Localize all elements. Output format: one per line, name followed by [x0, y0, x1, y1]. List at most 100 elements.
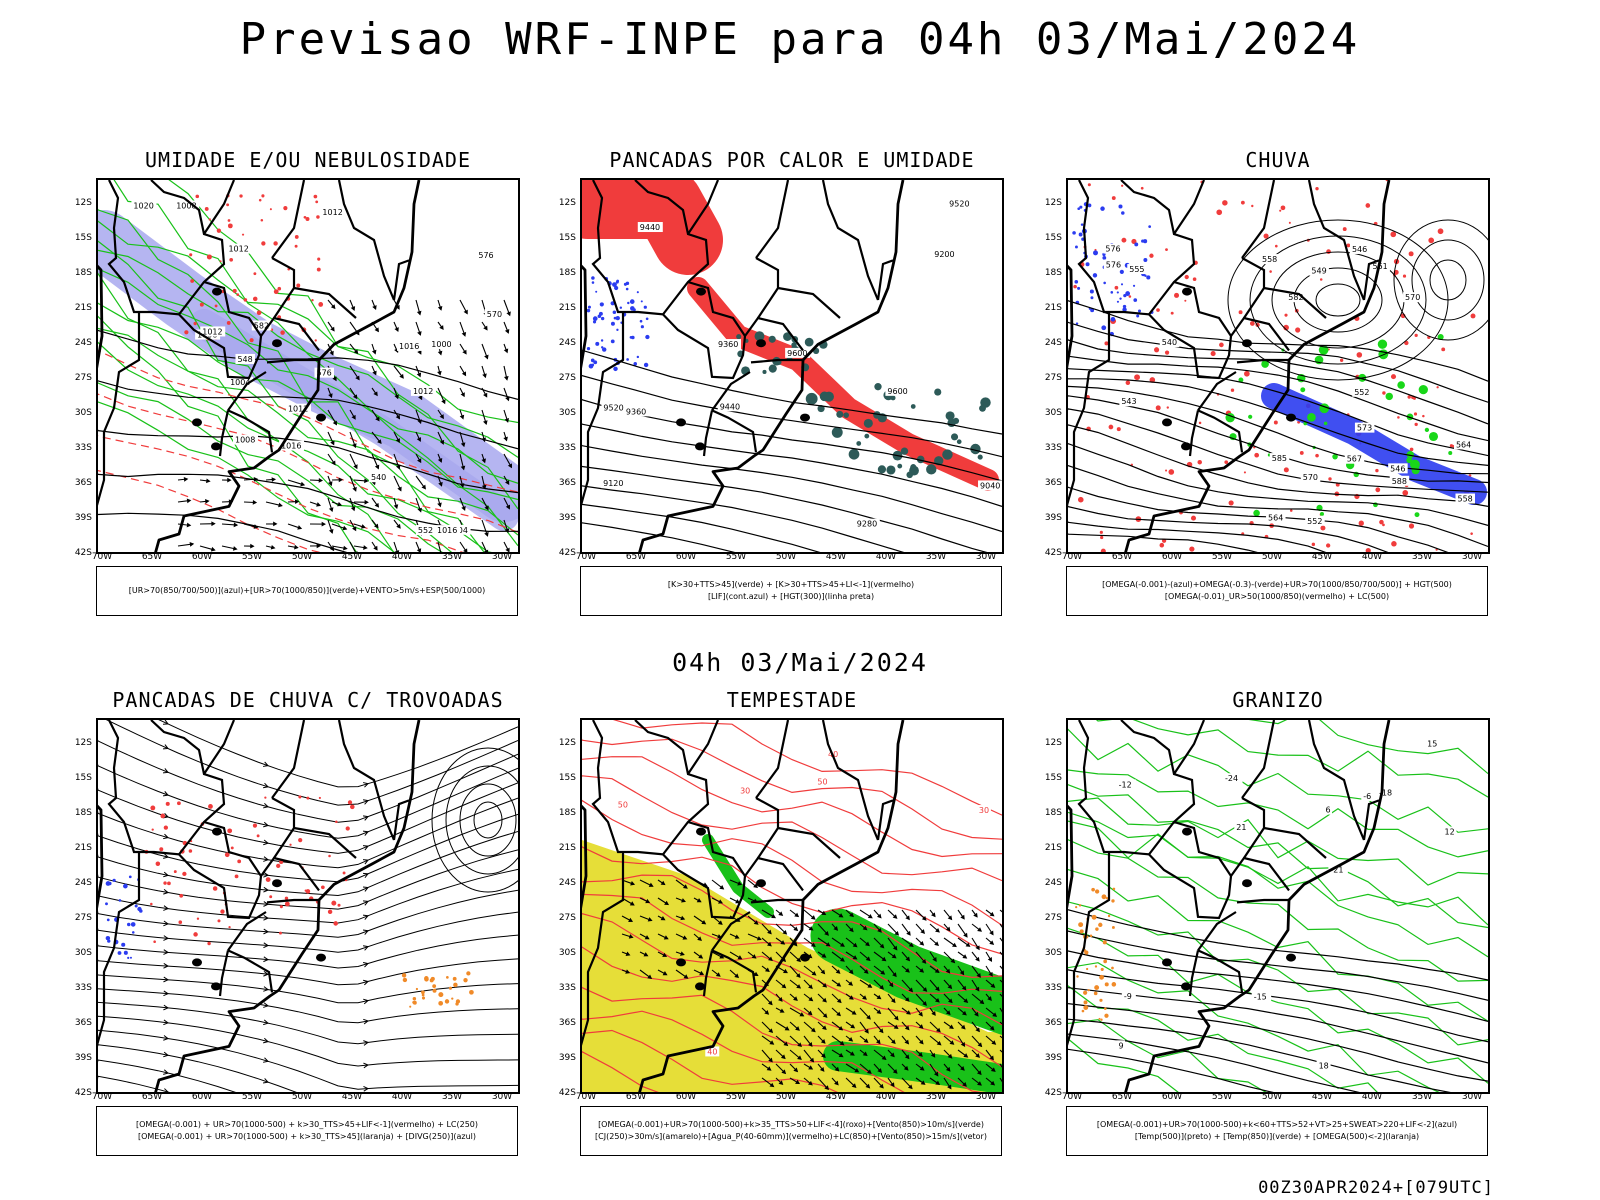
contour-label: 570: [487, 310, 502, 319]
panel-legend: [OMEGA(-0.001) + UR>70(1000-500) + k>30_…: [96, 1106, 518, 1156]
lake-marker: [211, 442, 221, 451]
map-canvas: 18 21 12 15 9 6 -6 -9 -12 -15 -18 -21 -24: [1068, 720, 1488, 1092]
lon-tick-label: 40W: [391, 552, 413, 562]
panel-title: CHUVA: [1245, 148, 1311, 172]
lat-tick-label: 39S: [74, 1053, 92, 1063]
lon-tick-label: 70W: [575, 552, 597, 562]
country-borders: [98, 180, 410, 506]
lat-tick-label: 33S: [1044, 443, 1062, 453]
country-borders: [582, 720, 894, 1046]
lon-tick-label: 55W: [1211, 552, 1233, 562]
contour-label: 1012: [202, 327, 222, 336]
panel-legend: [K>30+TTS>45](verde) + [K>30+TTS>45+LI<-…: [580, 566, 1002, 616]
lifted-index-contours: [586, 276, 650, 372]
lat-tick-label: 18S: [558, 808, 576, 818]
lat-tick-label: 12S: [74, 738, 92, 748]
panel-legend: [OMEGA(-0.001)+UR>70(1000-500)+k<60+TTS>…: [1066, 1106, 1488, 1156]
lat-tick-label: 33S: [1044, 983, 1062, 993]
lat-tick-label: 30S: [74, 948, 92, 958]
divergence-cells: [105, 875, 143, 960]
forecast-time-label: 04h 03/Mai/2024: [672, 648, 928, 677]
map-canvas: 1012100810081012100410121016100410081016…: [98, 180, 518, 552]
lake-marker: [695, 442, 705, 451]
lat-tick-label: 21S: [558, 843, 576, 853]
contour-label: 546: [1352, 245, 1367, 254]
contour-label: 9520: [603, 404, 623, 413]
contour-label: 576: [478, 251, 493, 260]
contour-label: 1000: [431, 340, 451, 349]
contour-label: 1020: [133, 201, 153, 210]
rain-red-cells: [1073, 180, 1476, 552]
map-canvas: 582 588 576 570 564 558 552 546 540 543 546 549 552 5…: [1068, 180, 1488, 552]
contour-label: 30: [740, 786, 750, 795]
lat-tick-label: 39S: [558, 1053, 576, 1063]
contour-label: 582: [1288, 293, 1303, 302]
contour-label: 15: [1427, 739, 1437, 748]
coastline: [582, 180, 905, 552]
lat-tick-label: 33S: [74, 983, 92, 993]
lake-marker: [316, 953, 326, 962]
map-panel-tempestade: TEMPESTADE 50 40 30 30 40 50 12S 15S 18S 21S 24S 27S…: [540, 688, 1040, 1178]
contour-labels: 1012100810081012100410121016100410081016…: [131, 200, 505, 536]
lon-tick-label: 60W: [1161, 552, 1183, 562]
lon-tick-label: 65W: [1111, 1092, 1133, 1102]
contour-label: 576: [1105, 245, 1120, 254]
lon-tick-label: 65W: [141, 1092, 163, 1102]
lon-tick-label: 50W: [1261, 552, 1283, 562]
contour-label: 50: [817, 777, 827, 786]
panel-title: TEMPESTADE: [726, 688, 858, 712]
map-canvas: [98, 720, 518, 1092]
contour-label: 1016: [281, 442, 301, 451]
contour-label: 588: [1392, 477, 1407, 486]
legend-line: [OMEGA(-0.001)+UR>70(1000-500)+k>35_TTS>…: [598, 1120, 984, 1129]
lon-tick-label: 30W: [1461, 1092, 1483, 1102]
lat-tick-label: 15S: [1044, 233, 1062, 243]
wind-vectors: [177, 476, 369, 552]
lat-tick-label: 27S: [558, 913, 576, 923]
legend-line: [OMEGA(-0.001)-(azul)+OMEGA(-0.3)-(verde…: [1102, 580, 1452, 589]
lon-tick-label: 45W: [341, 552, 363, 562]
lat-tick-label: 21S: [1044, 843, 1062, 853]
lon-tick-label: 65W: [625, 1092, 647, 1102]
lat-tick-label: 36S: [1044, 478, 1062, 488]
contour-label: 9360: [718, 340, 738, 349]
lat-tick-label: 27S: [1044, 913, 1062, 923]
lat-tick-label: 24S: [558, 878, 576, 888]
lon-tick-label: 30W: [491, 552, 513, 562]
shaded-area: [687, 277, 999, 491]
lat-tick-label: 30S: [1044, 948, 1062, 958]
lat-tick-label: 12S: [558, 738, 576, 748]
contour-label: 9600: [787, 349, 807, 358]
lake-marker: [1181, 442, 1191, 451]
shaded-area: [582, 180, 723, 275]
map-panel-pancadas-calor: PANCADAS POR CALOR E UMIDADE 9600 9520 9440…: [540, 148, 1040, 638]
lon-tick-label: 70W: [91, 1092, 113, 1102]
map-plot-area: 18 21 12 15 9 6 -6 -9 -12 -15 -18 -21 -24: [1066, 718, 1490, 1094]
wind-vectors: [327, 299, 512, 552]
lake-marker: [1286, 953, 1296, 962]
panel-title: PANCADAS POR CALOR E UMIDADE: [609, 148, 975, 172]
legend-line: [UR>70(850/700/500)](azul)+[UR>70(1000/8…: [128, 586, 486, 595]
contour-label: 552: [1307, 517, 1322, 526]
temp850-contours: [1068, 783, 1488, 1092]
lat-tick-label: 39S: [1044, 513, 1062, 523]
lake-marker: [192, 958, 202, 967]
lat-tick-label: 42S: [558, 1088, 576, 1098]
lake-marker: [272, 339, 282, 348]
lon-tick-label: 70W: [91, 552, 113, 562]
thunderstorm-orange-cells: [401, 971, 474, 1008]
lake-marker: [1181, 982, 1191, 991]
lake-marker: [192, 418, 202, 427]
contour-label: 40: [707, 1047, 717, 1056]
lon-tick-label: 55W: [725, 1092, 747, 1102]
panel-legend: [OMEGA(-0.001)+UR>70(1000-500)+k>35_TTS>…: [580, 1106, 1002, 1156]
main-title: Previsao WRF-INPE para 04h 03/Mai/2024: [239, 14, 1361, 65]
jet-stream-area: [582, 840, 1002, 1092]
lat-tick-label: 24S: [558, 338, 576, 348]
lat-tick-label: 15S: [74, 773, 92, 783]
map-panel-granizo: GRANIZO 18 21 12 15 9 6 -6 -9 -12 -15 -18 -21 -24 12S 1…: [1026, 688, 1526, 1178]
contour-label: 9120: [603, 479, 623, 488]
lon-tick-label: 70W: [1061, 1092, 1083, 1102]
lon-tick-label: 50W: [1261, 1092, 1283, 1102]
